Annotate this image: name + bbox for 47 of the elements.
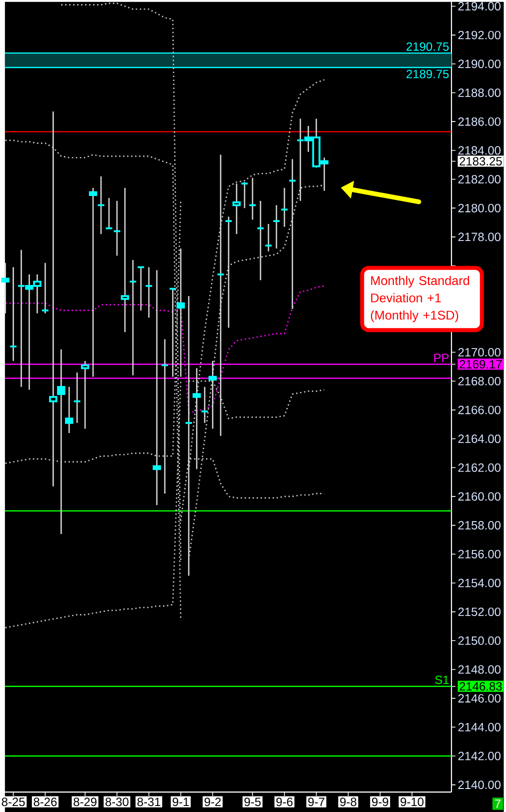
- y-tick-label: 2164.00: [458, 434, 501, 444]
- y-tick-label: 2169.17: [460, 360, 502, 368]
- y-tick-label: 2192.00: [458, 30, 501, 40]
- y-tick-label: 2190.00: [458, 60, 501, 68]
- y-tick-label: 2142.00: [458, 752, 501, 760]
- y-tick-label: 2180.00: [458, 204, 501, 212]
- x-tick-label: 9-8: [340, 798, 357, 806]
- y-tick-label: 2154.00: [458, 578, 501, 588]
- y-tick-label: 2194.00: [458, 2, 501, 10]
- x-tick-label: 8-30: [106, 798, 129, 806]
- y-tick-label: 2162.00: [458, 463, 501, 472]
- y-tick-label: 2146.83: [460, 682, 502, 691]
- y-tick-label: 2188.00: [458, 88, 501, 97]
- y-tick-label: 2183.25: [460, 156, 502, 166]
- y-tick-label: 2148.00: [458, 665, 501, 674]
- annotation: Monthly Standard Deviation +1 (Monthly +1SD): [371, 276, 470, 322]
- x-tick-label: 9-7: [308, 798, 325, 806]
- y-tick-label: 2152.00: [458, 608, 501, 616]
- x-tick-label: 9-6: [276, 798, 293, 806]
- ref-line-label: 2190.75: [406, 42, 449, 51]
- x-tick-label: 9-10: [400, 798, 424, 806]
- ref-line-label: 2189.75: [406, 70, 449, 78]
- x-tick-label: 9-5: [244, 798, 261, 806]
- y-tick-label: 2184.00: [458, 146, 501, 155]
- x-tick-label: 9-1: [172, 798, 189, 806]
- y-tick-label: 2168.00: [458, 376, 501, 386]
- ref-line-label: PP: [434, 354, 449, 362]
- x-tick-label: 8-29: [74, 798, 97, 806]
- y-tick-label: 2140.00: [458, 780, 501, 790]
- y-tick-label: 2144.00: [458, 722, 501, 732]
- text: 7: [495, 800, 501, 808]
- x-tick-label: 9-2: [204, 798, 221, 806]
- y-tick-label: 2158.00: [458, 521, 501, 530]
- y-tick-label: 2146.00: [458, 694, 501, 703]
- y-tick-label: 2166.00: [458, 406, 501, 414]
- y-tick-label: 2156.00: [458, 550, 501, 558]
- y-tick-label: 2150.00: [458, 636, 501, 645]
- x-tick-label: 8-31: [138, 798, 160, 806]
- x-tick-label: 9-9: [372, 798, 388, 806]
- x-tick-label: 8-26: [34, 798, 57, 806]
- ref-line-label: S1: [435, 676, 449, 684]
- x-tick-label: 8-25: [2, 798, 25, 806]
- y-tick-label: 2178.00: [458, 232, 501, 242]
- y-tick-label: 2160.00: [458, 492, 501, 501]
- y-tick-label: 2170.00: [458, 348, 501, 357]
- y-tick-label: 2182.00: [458, 175, 501, 184]
- y-tick-label: 2186.00: [458, 117, 501, 126]
